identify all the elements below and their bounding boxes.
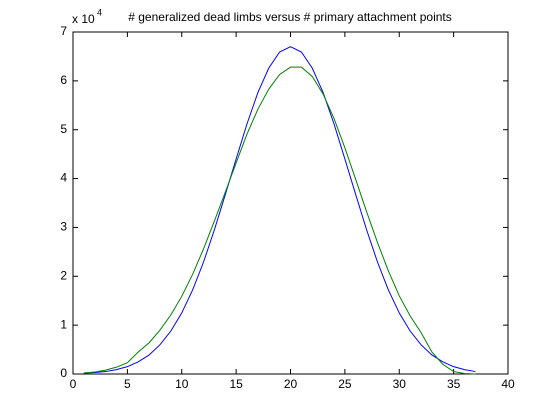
line-series	[83, 66, 476, 375]
x-tick-label: 0	[70, 377, 77, 391]
x-tick-label: 5	[124, 377, 131, 391]
x-tick-label: 20	[284, 377, 298, 391]
y-scale-exponent: 4	[97, 7, 102, 17]
x-tick-label: 15	[229, 377, 243, 391]
line-series	[83, 46, 476, 374]
y-tick-label: 3	[60, 220, 67, 234]
x-tick-label: 30	[393, 377, 407, 391]
x-tick-label: 35	[447, 377, 461, 391]
plot-area	[72, 31, 509, 375]
y-tick-label: 6	[60, 73, 67, 87]
y-tick-label: 4	[60, 171, 67, 185]
y-scale-base: x 10	[72, 12, 95, 26]
x-tick-label: 40	[501, 377, 515, 391]
y-tick-label: 2	[60, 268, 67, 282]
chart-title: # generalized dead limbs versus # primar…	[128, 10, 452, 24]
y-tick-label: 1	[60, 317, 67, 331]
x-tick-label: 10	[175, 377, 189, 391]
x-tick-label: 25	[338, 377, 352, 391]
y-tick-label: 7	[60, 24, 67, 38]
y-tick-label: 5	[60, 122, 67, 136]
y-tick-label: 0	[60, 366, 67, 380]
